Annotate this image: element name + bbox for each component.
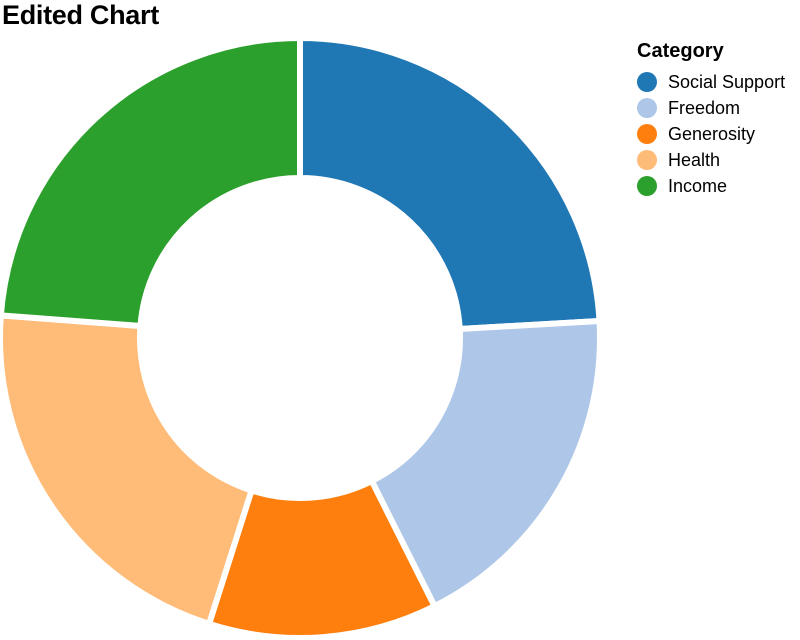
legend-label-health: Health [668, 149, 721, 170]
legend-swatch-generosity [637, 124, 657, 144]
legend-swatch-health [637, 150, 657, 170]
slice-social-support [297, 35, 603, 332]
legend-item-generosity: Generosity [637, 121, 785, 147]
legend-item-income: Income [637, 173, 785, 199]
legend-label-freedom: Freedom [668, 97, 741, 118]
slice-health [0, 312, 255, 627]
legend-swatch-freedom [637, 98, 657, 118]
slice-generosity [206, 478, 438, 640]
legend-label-social-support: Social Support [668, 71, 786, 92]
slice-income [0, 35, 303, 329]
legend-item-social-support: Social Support [637, 69, 785, 95]
legend: Category Social Support Freedom Generosity… [637, 40, 785, 199]
legend-label-generosity: Generosity [668, 123, 756, 144]
legend-label-income: Income [668, 175, 728, 196]
legend-item-health: Health [637, 147, 785, 173]
legend-swatch-income [637, 176, 657, 196]
legend-swatch-social-support [637, 72, 657, 92]
legend-title: Category [637, 40, 724, 62]
legend-items: Social Support Freedom Generosity Health Inc… [637, 69, 785, 199]
chart-title: Edited Chart [2, 0, 159, 30]
slice-freedom [368, 318, 603, 610]
legend-item-freedom: Freedom [637, 95, 785, 121]
